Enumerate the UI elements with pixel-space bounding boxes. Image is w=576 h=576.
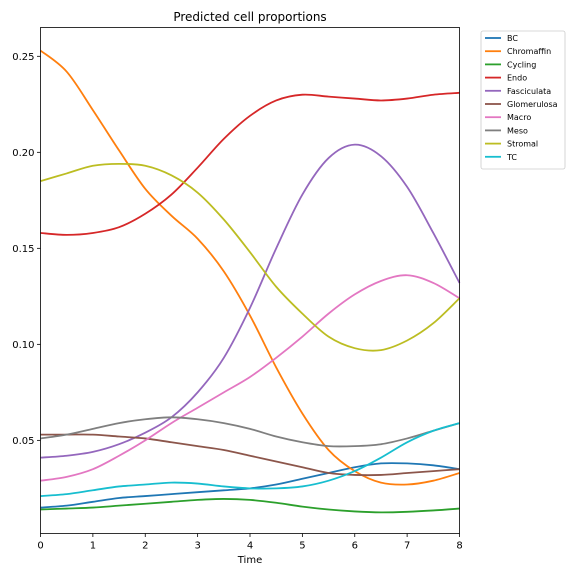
- legend-label-macro: Macro: [507, 113, 531, 122]
- legend-label-meso: Meso: [507, 126, 528, 135]
- series-line-tc: [40, 422, 460, 497]
- legend-label-stromal: Stromal: [507, 140, 538, 149]
- series-line-glomerulosa: [40, 433, 460, 477]
- x-tick-label: 2: [142, 541, 148, 552]
- series-line-cycling: [40, 498, 460, 514]
- legend-label-fasciculata: Fasciculata: [507, 87, 551, 96]
- x-axis-label: Time: [237, 555, 262, 566]
- x-tick-label: 0: [37, 541, 43, 552]
- y-axis: 0.05 0.10 0.15 0.20 0.25: [12, 52, 41, 447]
- series-line-endo: [40, 91, 460, 236]
- legend-label-bc: BC: [507, 34, 518, 43]
- y-tick-label: 0.20: [12, 148, 34, 159]
- x-tick-label: 1: [90, 541, 96, 552]
- series-line-chromaffin: [39, 49, 460, 486]
- legend: BC Chromaffin Cycling Endo Fasciculata Glomer…: [480, 30, 566, 170]
- legend-label-tc: TC: [506, 153, 517, 162]
- y-tick-label: 0.05: [12, 436, 34, 447]
- x-axis: 0 1 2 3 4 5 6 7 8: [37, 533, 463, 552]
- legend-label-endo: Endo: [507, 74, 527, 83]
- plot-lines: [39, 49, 461, 514]
- series-line-stromal: [40, 162, 461, 352]
- legend-label-chromaffin: Chromaffin: [507, 47, 551, 56]
- y-tick-label: 0.25: [12, 52, 34, 63]
- x-tick-label: 7: [404, 541, 410, 552]
- x-tick-label: 6: [352, 541, 358, 552]
- y-tick-label: 0.15: [12, 244, 34, 255]
- plot-frame: [40, 27, 460, 534]
- series-line-meso: [40, 416, 460, 448]
- legend-box: [480, 30, 566, 170]
- legend-label-glomerulosa: Glomerulosa: [507, 100, 558, 109]
- x-tick-label: 4: [247, 541, 253, 552]
- legend-label-cycling: Cycling: [507, 60, 536, 69]
- x-tick-label: 5: [299, 541, 305, 552]
- series-line-fasciculata: [40, 143, 461, 459]
- x-tick-label: 3: [194, 541, 200, 552]
- chart-title: Predicted cell proportions: [173, 10, 326, 24]
- y-tick-label: 0.10: [12, 340, 34, 351]
- x-tick-label: 8: [456, 541, 462, 552]
- series-line-macro: [40, 274, 460, 482]
